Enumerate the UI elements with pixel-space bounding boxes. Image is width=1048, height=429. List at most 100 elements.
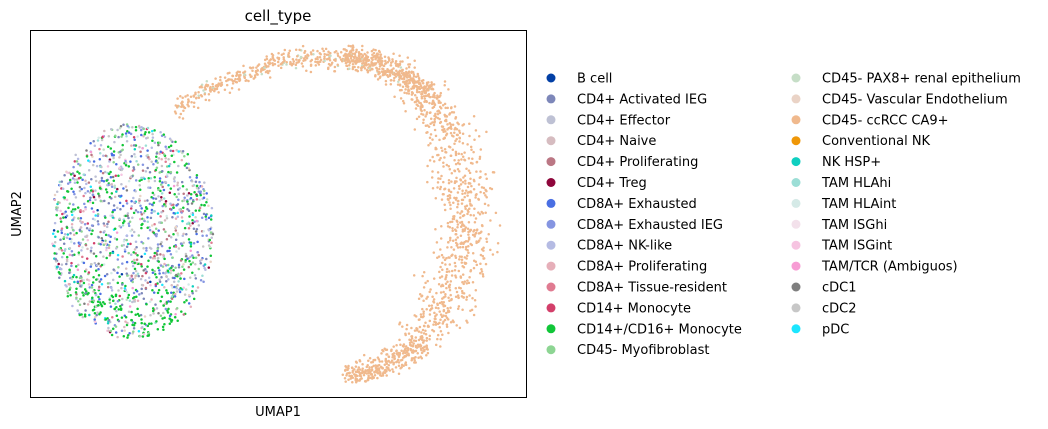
scatter-point: [99, 292, 102, 296]
scatter-point: [352, 45, 355, 49]
scatter-point: [437, 101, 441, 104]
scatter-point: [162, 228, 166, 231]
scatter-point: [134, 274, 137, 278]
scatter-point: [455, 290, 459, 294]
scatter-point: [376, 376, 379, 380]
scatter-point: [146, 136, 149, 140]
scatter-point: [151, 309, 155, 313]
scatter-point: [431, 99, 435, 102]
scatter-point: [145, 207, 148, 210]
scatter-point: [169, 236, 173, 239]
scatter-point: [149, 284, 152, 287]
scatter-point: [424, 321, 427, 324]
scatter-point: [172, 280, 176, 283]
scatter-point: [202, 89, 205, 92]
scatter-point: [161, 204, 164, 208]
scatter-point: [276, 60, 280, 64]
scatter-point: [152, 193, 156, 196]
scatter-point: [182, 263, 185, 266]
scatter-point: [80, 313, 83, 316]
scatter-point: [105, 246, 108, 250]
scatter-point: [144, 279, 147, 282]
scatter-point: [457, 305, 461, 308]
scatter-point: [130, 144, 133, 147]
scatter-point: [168, 162, 172, 166]
scatter-point: [438, 121, 442, 125]
scatter-point: [105, 272, 109, 276]
scatter-point: [474, 305, 477, 308]
scatter-point: [389, 83, 393, 86]
scatter-point: [91, 217, 95, 221]
scatter-point: [66, 289, 69, 293]
scatter-point: [437, 255, 441, 258]
scatter-point: [388, 73, 392, 77]
scatter-point: [143, 199, 147, 203]
scatter-point: [135, 159, 138, 163]
scatter-point: [109, 305, 113, 308]
scatter-point: [430, 102, 434, 106]
scatter-point: [453, 261, 457, 265]
scatter-point: [130, 274, 133, 278]
scatter-point: [119, 308, 123, 312]
scatter-point: [146, 149, 149, 152]
scatter-point: [440, 300, 444, 304]
scatter-point: [428, 334, 432, 338]
scatter-point: [314, 64, 318, 67]
scatter-point: [351, 371, 354, 374]
scatter-point: [116, 128, 119, 132]
scatter-point: [381, 67, 384, 70]
scatter-point: [120, 273, 124, 276]
scatter-point: [378, 67, 381, 71]
scatter-point: [465, 295, 469, 299]
scatter-point: [153, 129, 156, 132]
scatter-point: [314, 60, 317, 63]
scatter-point: [96, 220, 100, 223]
scatter-point: [408, 338, 411, 342]
scatter-point: [63, 173, 66, 177]
scatter-point: [159, 242, 162, 246]
scatter-point: [66, 294, 70, 298]
scatter-point: [134, 269, 138, 273]
scatter-point: [393, 357, 396, 360]
scatter-point: [88, 227, 92, 230]
scatter-point: [60, 180, 64, 183]
scatter-point: [187, 293, 191, 297]
scatter-point: [469, 270, 472, 273]
scatter-point: [145, 246, 148, 250]
scatter-point: [133, 200, 136, 204]
scatter-point: [463, 240, 466, 244]
scatter-point: [459, 225, 463, 228]
scatter-point: [169, 271, 172, 275]
scatter-point: [176, 215, 180, 219]
scatter-point: [471, 296, 474, 300]
scatter-point: [130, 205, 133, 208]
legend-marker: [546, 219, 556, 229]
scatter-point: [410, 70, 414, 73]
scatter-point: [120, 303, 124, 306]
scatter-point: [157, 143, 160, 147]
scatter-point: [425, 89, 428, 92]
scatter-point: [469, 177, 472, 181]
scatter-point: [166, 291, 169, 295]
scatter-point: [136, 272, 140, 275]
scatter-point: [448, 225, 452, 229]
scatter-point: [181, 209, 185, 213]
scatter-point: [406, 56, 410, 59]
scatter-point: [436, 256, 439, 260]
scatter-point: [207, 204, 210, 207]
scatter-point: [377, 369, 381, 372]
scatter-point: [405, 80, 409, 83]
scatter-point: [456, 133, 459, 137]
scatter-point: [285, 60, 288, 64]
scatter-point: [162, 153, 166, 156]
scatter-point: [205, 192, 208, 195]
scatter-point: [144, 130, 147, 134]
scatter-point: [438, 310, 441, 313]
scatter-point: [159, 264, 163, 267]
scatter-point: [339, 50, 343, 54]
scatter-point: [131, 264, 135, 268]
scatter-point: [177, 150, 180, 153]
scatter-point: [431, 95, 434, 99]
scatter-point: [187, 209, 191, 212]
scatter-point: [151, 256, 155, 260]
